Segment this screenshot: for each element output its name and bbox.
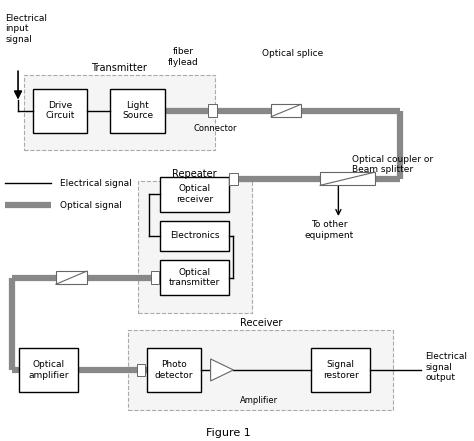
Text: Connector: Connector bbox=[193, 124, 237, 133]
Text: Amplifier: Amplifier bbox=[239, 396, 278, 405]
Text: Optical
transmitter: Optical transmitter bbox=[169, 268, 220, 288]
FancyBboxPatch shape bbox=[128, 330, 393, 410]
Text: Transmitter: Transmitter bbox=[91, 63, 147, 73]
FancyBboxPatch shape bbox=[137, 181, 252, 313]
Text: To other
equipment: To other equipment bbox=[305, 220, 354, 240]
FancyBboxPatch shape bbox=[311, 348, 370, 392]
Text: Figure 1: Figure 1 bbox=[207, 428, 251, 438]
Text: Optical
receiver: Optical receiver bbox=[176, 184, 213, 204]
Bar bbox=[320, 172, 375, 185]
FancyBboxPatch shape bbox=[147, 348, 201, 392]
Bar bbox=[271, 105, 301, 117]
Text: Optical splice: Optical splice bbox=[262, 49, 323, 58]
Text: Photo
detector: Photo detector bbox=[155, 360, 193, 380]
Bar bbox=[137, 364, 145, 376]
Text: Repeater: Repeater bbox=[173, 169, 217, 179]
Text: Signal
restorer: Signal restorer bbox=[323, 360, 358, 380]
Text: Electrical
signal
output: Electrical signal output bbox=[425, 352, 467, 382]
Text: fiber
flylead: fiber flylead bbox=[168, 47, 199, 67]
Bar bbox=[56, 271, 87, 284]
FancyBboxPatch shape bbox=[24, 75, 215, 150]
FancyBboxPatch shape bbox=[110, 89, 165, 133]
FancyBboxPatch shape bbox=[19, 348, 78, 392]
FancyBboxPatch shape bbox=[160, 220, 229, 251]
Text: Optical coupler or
Beam splitter: Optical coupler or Beam splitter bbox=[352, 154, 433, 174]
FancyBboxPatch shape bbox=[160, 260, 229, 295]
Bar bbox=[229, 172, 237, 185]
Polygon shape bbox=[210, 359, 233, 381]
Text: Drive
Circuit: Drive Circuit bbox=[46, 101, 75, 120]
Text: Electronics: Electronics bbox=[170, 232, 219, 240]
Text: Optical
amplifier: Optical amplifier bbox=[28, 360, 69, 380]
Bar bbox=[151, 272, 159, 284]
FancyBboxPatch shape bbox=[33, 89, 87, 133]
Text: Electrical
input
signal: Electrical input signal bbox=[5, 14, 47, 44]
Text: Electrical signal: Electrical signal bbox=[60, 179, 132, 187]
FancyBboxPatch shape bbox=[160, 176, 229, 212]
Text: Receiver: Receiver bbox=[240, 318, 282, 328]
Text: Light
Source: Light Source bbox=[122, 101, 153, 120]
Text: Optical signal: Optical signal bbox=[60, 201, 122, 209]
Bar bbox=[208, 104, 218, 117]
